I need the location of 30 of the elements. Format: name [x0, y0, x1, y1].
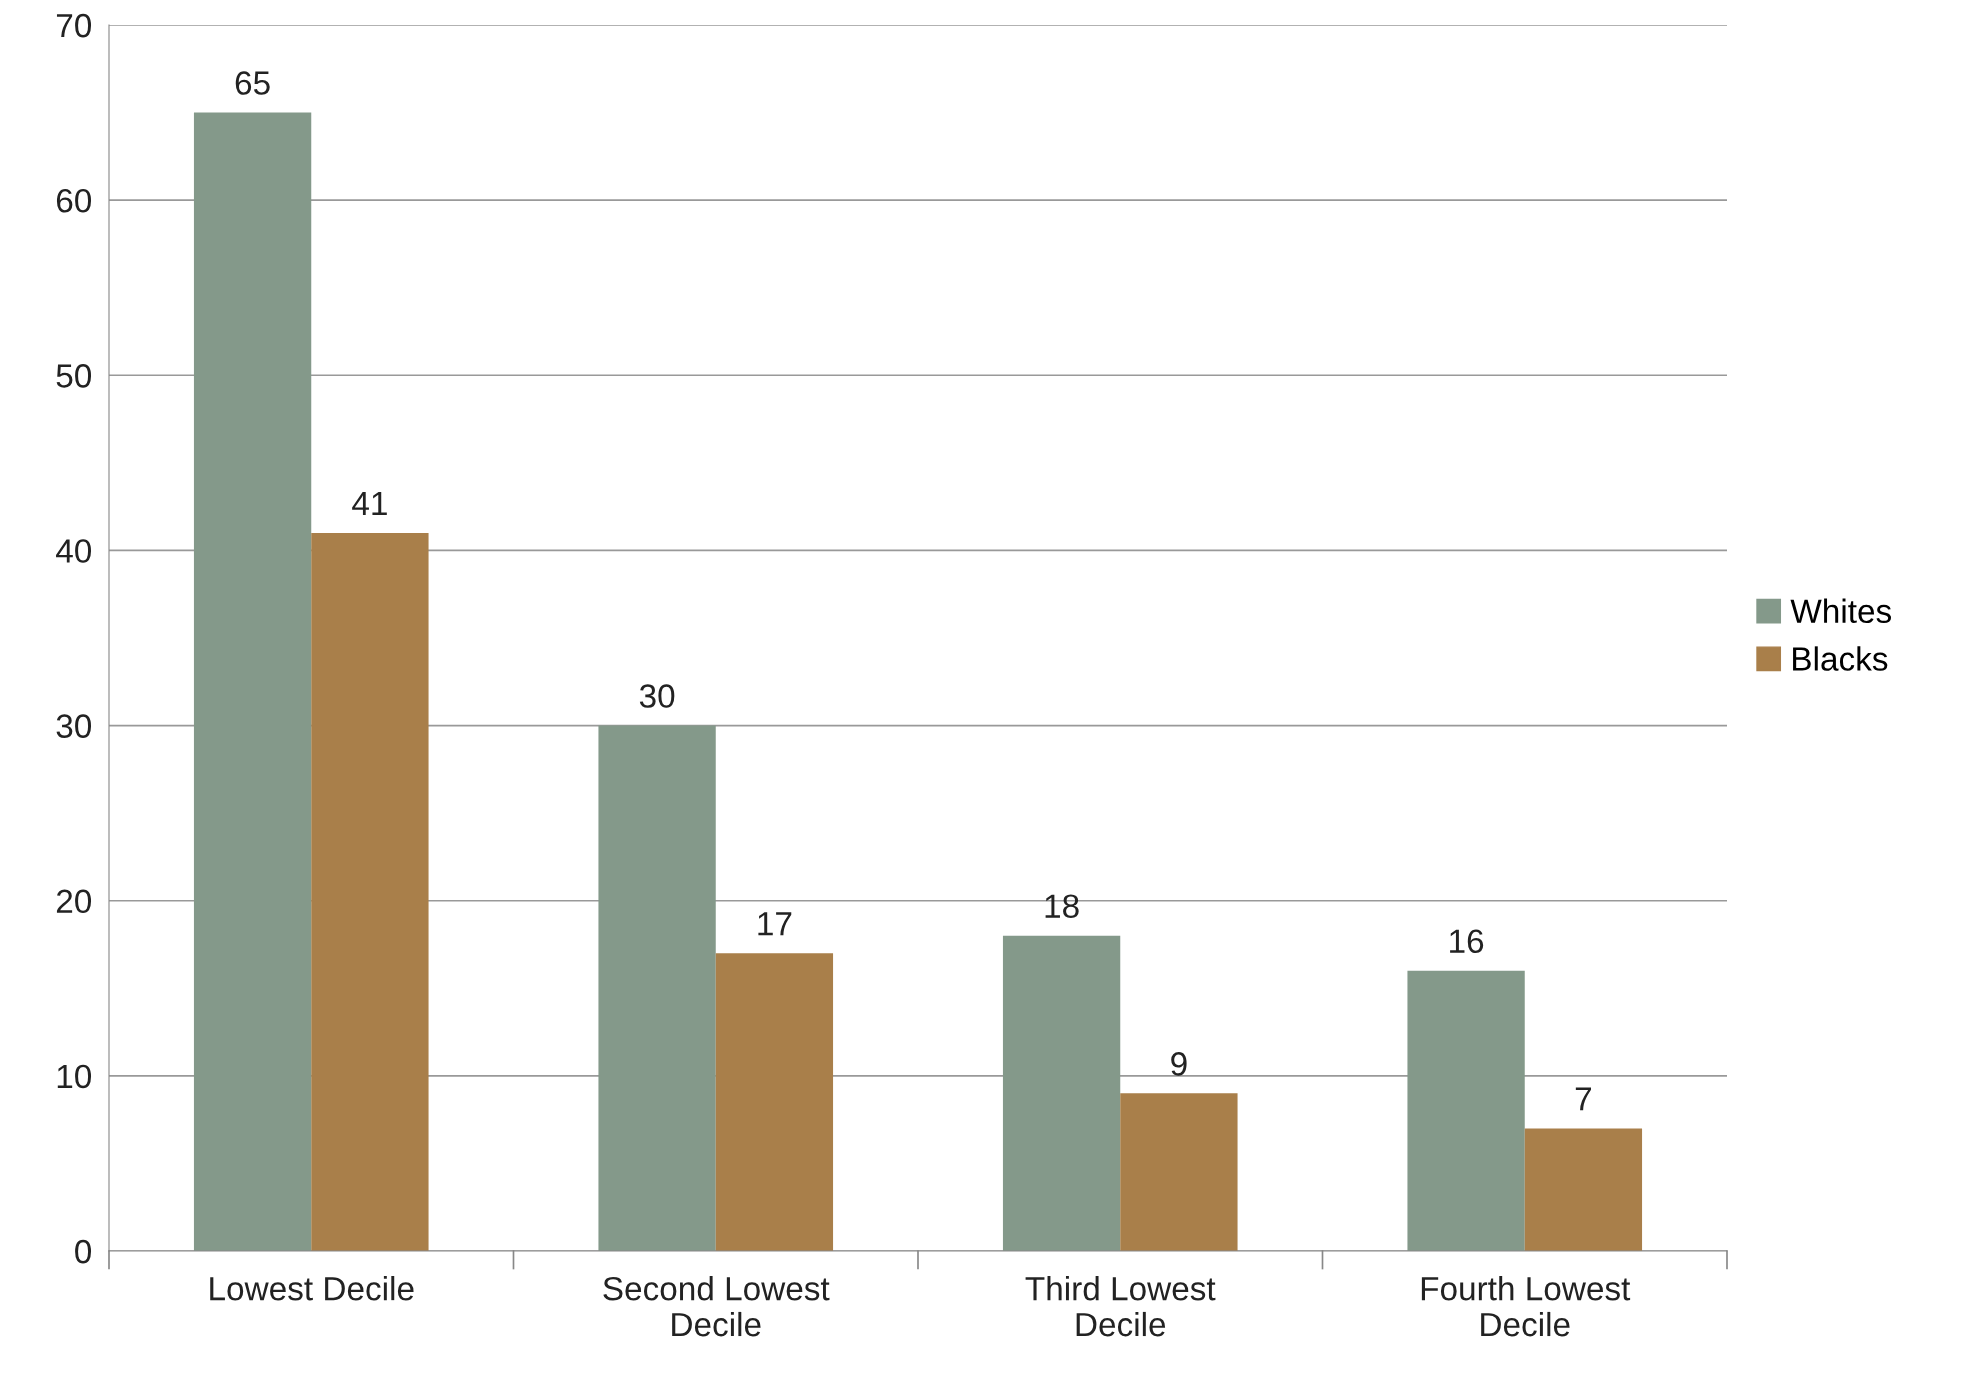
data-label: 17	[758, 912, 792, 936]
data-label: 18	[1045, 894, 1079, 919]
data-label: 16	[1450, 929, 1484, 954]
y-tick-label: 60	[56, 188, 92, 213]
x-tick-label: Second Lowest Decile	[603, 1276, 830, 1337]
y-tick-label: 0	[75, 1239, 92, 1264]
y-tick-label: 30	[56, 714, 92, 738]
y-tick-label: 10	[57, 1064, 92, 1089]
bar	[1407, 970, 1525, 1251]
data-label: 41	[352, 491, 387, 515]
data-label: 65	[235, 71, 270, 95]
y-tick-label: 20	[56, 889, 92, 914]
bar	[1002, 935, 1121, 1251]
legend-label: Whites	[1790, 598, 1891, 624]
data-label: 7	[1575, 1087, 1591, 1111]
bar	[311, 532, 429, 1251]
bar	[598, 725, 716, 1251]
x-tick-label: Third Lowest Decile	[1025, 1276, 1216, 1337]
bar	[1120, 1093, 1238, 1251]
data-label: 9	[1171, 1052, 1187, 1076]
y-tick-label: 40	[56, 539, 92, 563]
data-label: 30	[639, 684, 675, 708]
bar	[715, 953, 834, 1251]
y-tick-label: 70	[56, 13, 92, 38]
bar	[193, 112, 312, 1251]
y-tick-label: 50	[56, 364, 92, 388]
bar	[1524, 1128, 1643, 1251]
legend-label: Blacks	[1793, 646, 1888, 671]
x-tick-label: Lowest Decile	[210, 1276, 414, 1301]
x-tick-label: Fourth Lowest Decile	[1421, 1276, 1631, 1337]
